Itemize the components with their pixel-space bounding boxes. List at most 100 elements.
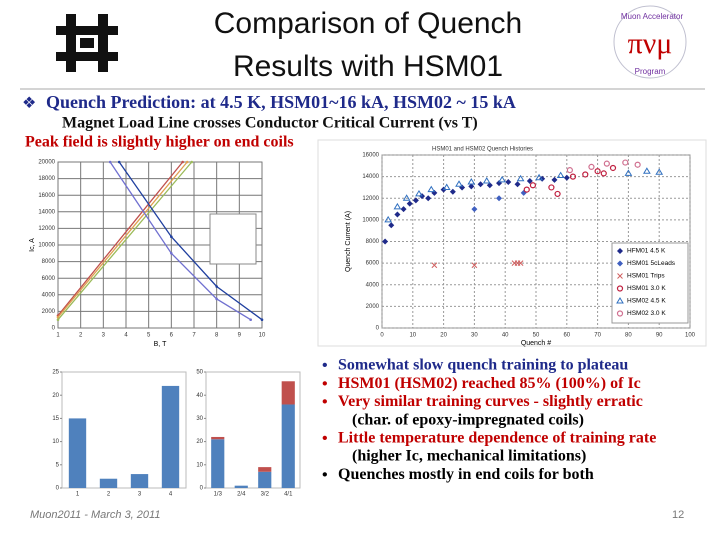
- bar: [234, 485, 248, 488]
- legend-label: HSM01 5cLeads: [627, 260, 676, 267]
- y-tick-label: 0: [200, 486, 204, 492]
- logo-text: Muon Accelerator: [621, 12, 684, 21]
- series-line: [57, 161, 184, 316]
- y-tick-label: 15: [52, 416, 59, 422]
- x-tick-label: 1: [56, 333, 60, 339]
- legend-marker: [617, 273, 623, 279]
- bar: [258, 467, 272, 472]
- point: [425, 195, 432, 202]
- y-tick-label: 20: [196, 439, 203, 445]
- point: [400, 206, 407, 213]
- x-tick-label: 3: [138, 492, 142, 498]
- point: [600, 170, 607, 177]
- x-tick-label: 30: [471, 333, 478, 339]
- point: [517, 260, 524, 266]
- y-tick-label: 5: [56, 462, 60, 468]
- point: [260, 318, 264, 322]
- x-tick-label: 0: [380, 333, 384, 339]
- y-tick-label: 20000: [38, 160, 55, 166]
- bar: [281, 404, 295, 488]
- x-tick-label: 8: [215, 333, 219, 339]
- y-tick-label: 20: [52, 393, 59, 399]
- x-tick-label: 5: [147, 333, 151, 339]
- x-tick-label: 3/2: [261, 492, 270, 498]
- axis-label: Quench #: [521, 340, 551, 347]
- point: [551, 176, 558, 183]
- point: [415, 189, 423, 197]
- bullet-text: Magnet Load Line crosses Conductor Criti…: [62, 115, 478, 132]
- y-tick-label: 10: [52, 439, 59, 445]
- point: [215, 285, 218, 288]
- bullet-dot: •: [322, 375, 328, 392]
- x-tick-label: 10: [259, 333, 266, 339]
- y-tick-label: 50: [196, 370, 203, 376]
- series-line: [57, 161, 193, 321]
- point: [594, 168, 601, 175]
- legend-box: [611, 242, 689, 324]
- point: [56, 315, 60, 319]
- y-tick-label: 4000: [366, 282, 380, 288]
- point: [526, 177, 533, 184]
- series-line: [109, 161, 252, 321]
- point: [108, 160, 112, 164]
- x-tick-label: 9: [238, 333, 242, 339]
- point: [468, 183, 475, 190]
- title-line: Results with HSM01: [233, 50, 503, 83]
- bullet-text: HSM01 (HSM02) reached 85% (100%) of Ic: [338, 375, 641, 392]
- series-line: [57, 161, 188, 318]
- y-tick-label: 40: [196, 393, 203, 399]
- point: [642, 167, 651, 174]
- point: [384, 215, 393, 223]
- point: [603, 160, 610, 167]
- y-tick-label: 2000: [42, 309, 56, 315]
- bullet-text: Peak field is slightly higher on end coi…: [25, 134, 294, 151]
- point: [554, 190, 561, 198]
- bullet-icon: ❖: [22, 95, 36, 112]
- bullet-text: Quench Prediction: at 4.5 K, HSM01~16 kA…: [46, 92, 516, 112]
- point: [514, 181, 521, 188]
- legend-label: HSM02 4.5 K: [627, 298, 666, 305]
- point: [498, 175, 507, 183]
- legend-label: HSM01 Trips: [627, 273, 665, 280]
- point: [471, 206, 478, 213]
- y-tick-label: 0: [52, 326, 56, 332]
- footer-text: Muon2011 - March 3, 2011: [30, 509, 160, 521]
- x-tick-label: 4/1: [284, 492, 293, 498]
- legend-label: HSM02 3.0 K: [627, 310, 666, 317]
- point: [471, 262, 478, 269]
- logo-text: Program: [635, 67, 666, 76]
- bar: [130, 474, 149, 488]
- x-tick-label: 6: [170, 333, 174, 339]
- y-tick-label: 0: [376, 326, 380, 332]
- point: [388, 222, 395, 229]
- y-tick-label: 0: [56, 486, 60, 492]
- point: [523, 186, 530, 193]
- bullet-dot: •: [322, 430, 328, 447]
- y-tick-label: 8000: [366, 239, 380, 245]
- x-tick-label: 60: [563, 333, 570, 339]
- y-tick-label: 4000: [42, 292, 56, 298]
- bar: [99, 478, 118, 488]
- point: [455, 180, 463, 187]
- y-tick-label: 30: [196, 416, 203, 422]
- x-tick-label: 4: [169, 492, 173, 498]
- map-logo: Muon Accelerator πνμ Program: [613, 5, 687, 79]
- point: [394, 211, 401, 218]
- title-line: Comparison of Quench: [214, 7, 523, 40]
- x-tick-label: 1/3: [214, 492, 223, 498]
- bar: [258, 471, 272, 488]
- x-tick-label: 2: [107, 492, 111, 498]
- legend-marker: [617, 260, 623, 267]
- point: [482, 176, 491, 184]
- bar: [211, 439, 225, 488]
- point: [505, 179, 512, 186]
- y-tick-label: 8000: [42, 259, 56, 265]
- y-tick-label: 12000: [38, 226, 55, 232]
- bar: [68, 418, 87, 488]
- point: [486, 182, 493, 189]
- x-tick-label: 10: [409, 333, 416, 339]
- point: [406, 200, 413, 207]
- bar: [161, 385, 180, 488]
- bar: [281, 381, 295, 405]
- bullet-text: Very similar training curves - slightly …: [338, 393, 643, 410]
